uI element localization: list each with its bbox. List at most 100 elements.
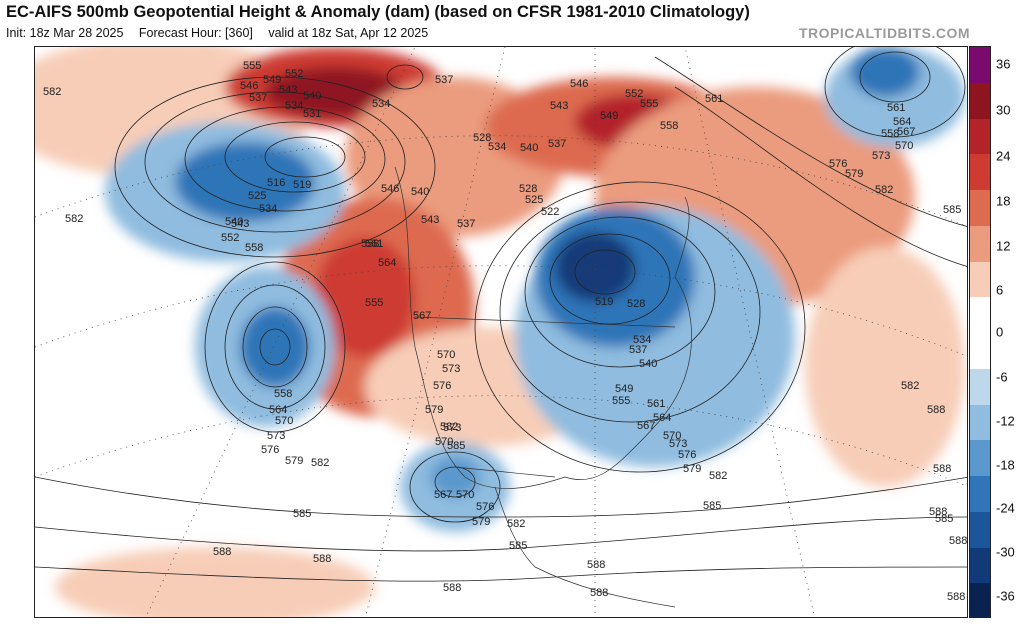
contour-label: 588 [947,591,965,603]
contour-label: 564 [269,404,287,416]
border-line [414,316,676,328]
contour-label: 564 [378,257,396,269]
anomaly-negative [850,47,920,97]
contour-label: 567 [413,310,431,322]
contour-line [574,249,636,295]
colorbar-tick-label: 18 [996,193,1011,209]
colorbar-segment [970,118,990,155]
forecast-hour: Forecast Hour: [360] [138,26,253,40]
contour-line [204,261,346,433]
contour-label: 525 [248,190,266,202]
contour-line [524,216,716,368]
anomaly-positive [315,237,415,357]
contour-label: 561 [705,93,723,105]
borders-layer [394,166,692,608]
colorbar-segment [970,440,990,477]
colorbar-segment [970,297,990,334]
init-time: Init: 18z Mar 28 2025 [6,26,124,40]
valid-time: valid at 18z Sat, Apr 12 2025 [268,26,429,40]
contour-label: 525 [525,194,543,206]
contour-label: 561 [365,238,383,250]
contour-label: 588 [949,535,967,547]
contour-label: 588 [933,463,951,475]
contour-label: 573 [267,430,285,442]
colorbar-tick-label: 6 [996,282,1004,298]
contour-label: 567 [637,420,655,432]
colorbar [969,46,991,618]
contour-label: 546 [570,78,588,90]
colorbar-tick-label: 24 [996,148,1011,164]
map-title: EC-AIFS 500mb Geopotential Height & Anom… [6,3,750,21]
contour-label: 537 [457,218,475,230]
colorbar-tick-label: -24 [996,500,1015,516]
coastline [394,166,692,489]
anomaly-map: 582 555 549 552 546 537 543 540 534 531 537 534 546 5… [34,46,968,618]
contour-line [35,566,967,582]
contour-label: 582 [65,213,83,225]
contour-label: 552 [285,68,303,80]
contour-label: 570 [895,140,913,152]
colorbar-segment [970,82,990,119]
contour-label: 564 [893,116,911,128]
contour-label: 558 [881,128,899,140]
contour-label: 516 [267,177,285,189]
contour-line [242,306,308,388]
contour-label: 576 [433,380,451,392]
colorbar-segment [970,47,990,84]
contour-label: 552 [625,88,643,100]
colorbar-segment [970,190,990,227]
longitude-line [365,47,506,617]
latitude-line [35,395,967,487]
contour-label: 567 [897,126,915,138]
colorbar-segment [970,225,990,262]
contour-label: 582 [875,184,893,196]
contour-label: 582 [709,470,727,482]
contour-label: 558 [245,242,263,254]
contour-label: 558 [660,120,678,132]
map-subtitle: Init: 18z Mar 28 2025 Forecast Hour: [36… [6,26,440,40]
contour-label: 528 [473,132,491,144]
credit-watermark: TROPICALTIDBITS.COM [798,25,970,41]
contour-label: 540 [303,90,321,102]
contour-label: 549 [600,110,618,122]
colorbar-tick-label: 36 [996,56,1011,72]
colorbar-tick-label: -12 [996,413,1015,429]
contour-label: 543 [421,214,439,226]
contour-label: 585 [703,500,721,512]
colorbar-tick-label: 0 [996,324,1004,340]
contour-label: 588 [929,506,947,518]
contour-label: 534 [372,98,390,110]
contour-line [35,476,967,518]
contour-label: 537 [435,74,453,86]
colorbar-tick-label: -36 [996,588,1015,604]
contour-line [674,86,967,267]
contour-line [409,451,501,523]
contour-label: 549 [615,383,633,395]
contour-label: 546 [381,183,399,195]
contour-label: 579 [683,463,701,475]
contour-label: 576 [829,158,847,170]
contour-label: 528 [627,298,645,310]
contour-line [184,106,386,212]
anomaly-negative [555,232,635,302]
contour-label: 585 [447,440,465,452]
contour-line [824,47,966,138]
latitude-line [35,265,967,357]
contour-label: 540 [639,358,657,370]
latlon-grid [35,47,967,617]
anomaly-positive [265,67,405,117]
anomaly-negative [175,142,315,222]
height-contours [35,47,967,582]
contour-label: 543 [550,100,568,112]
contour-label: 582 [507,518,525,530]
contour-label: 576 [261,444,279,456]
contour-line [35,516,967,552]
contour-label: 540 [225,216,243,228]
colorbar-segment [970,583,990,617]
contour-label: 576 [678,449,696,461]
contour-label: 582 [43,86,61,98]
contour-label: 588 [443,582,461,594]
contour-label: 573 [443,422,461,434]
